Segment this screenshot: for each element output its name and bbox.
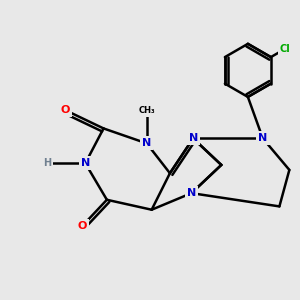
Text: N: N [142,138,151,148]
Text: N: N [81,158,90,168]
Text: O: O [61,105,70,115]
Text: N: N [258,134,267,143]
Text: N: N [188,134,198,143]
Text: O: O [77,221,87,231]
Text: N: N [187,188,196,198]
Text: CH₃: CH₃ [138,106,155,115]
Text: H: H [43,158,51,168]
Text: Cl: Cl [280,44,291,54]
